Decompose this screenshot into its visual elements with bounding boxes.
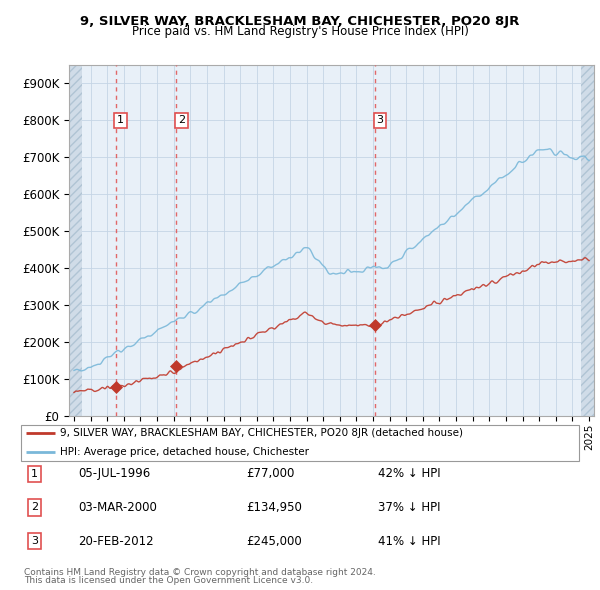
Text: 05-JUL-1996: 05-JUL-1996: [78, 467, 150, 480]
FancyBboxPatch shape: [21, 425, 579, 461]
Text: 20-FEB-2012: 20-FEB-2012: [78, 535, 154, 548]
Text: Contains HM Land Registry data © Crown copyright and database right 2024.: Contains HM Land Registry data © Crown c…: [24, 568, 376, 577]
Text: 3: 3: [31, 536, 38, 546]
Text: 2: 2: [178, 115, 185, 125]
Text: £134,950: £134,950: [246, 501, 302, 514]
Text: This data is licensed under the Open Government Licence v3.0.: This data is licensed under the Open Gov…: [24, 576, 313, 585]
Text: Price paid vs. HM Land Registry's House Price Index (HPI): Price paid vs. HM Land Registry's House …: [131, 25, 469, 38]
Text: 41% ↓ HPI: 41% ↓ HPI: [378, 535, 440, 548]
Text: 9, SILVER WAY, BRACKLESHAM BAY, CHICHESTER, PO20 8JR: 9, SILVER WAY, BRACKLESHAM BAY, CHICHEST…: [80, 15, 520, 28]
Text: 1: 1: [31, 469, 38, 478]
Text: 9, SILVER WAY, BRACKLESHAM BAY, CHICHESTER, PO20 8JR (detached house): 9, SILVER WAY, BRACKLESHAM BAY, CHICHEST…: [60, 428, 463, 438]
Text: 42% ↓ HPI: 42% ↓ HPI: [378, 467, 440, 480]
Text: 37% ↓ HPI: 37% ↓ HPI: [378, 501, 440, 514]
Text: £77,000: £77,000: [246, 467, 295, 480]
Text: 03-MAR-2000: 03-MAR-2000: [78, 501, 157, 514]
Bar: [69, 65, 82, 416]
Text: 2: 2: [31, 503, 38, 512]
Text: 1: 1: [117, 115, 124, 125]
Text: 3: 3: [377, 115, 383, 125]
Text: £245,000: £245,000: [246, 535, 302, 548]
Bar: [581, 65, 594, 416]
Text: HPI: Average price, detached house, Chichester: HPI: Average price, detached house, Chic…: [60, 447, 310, 457]
